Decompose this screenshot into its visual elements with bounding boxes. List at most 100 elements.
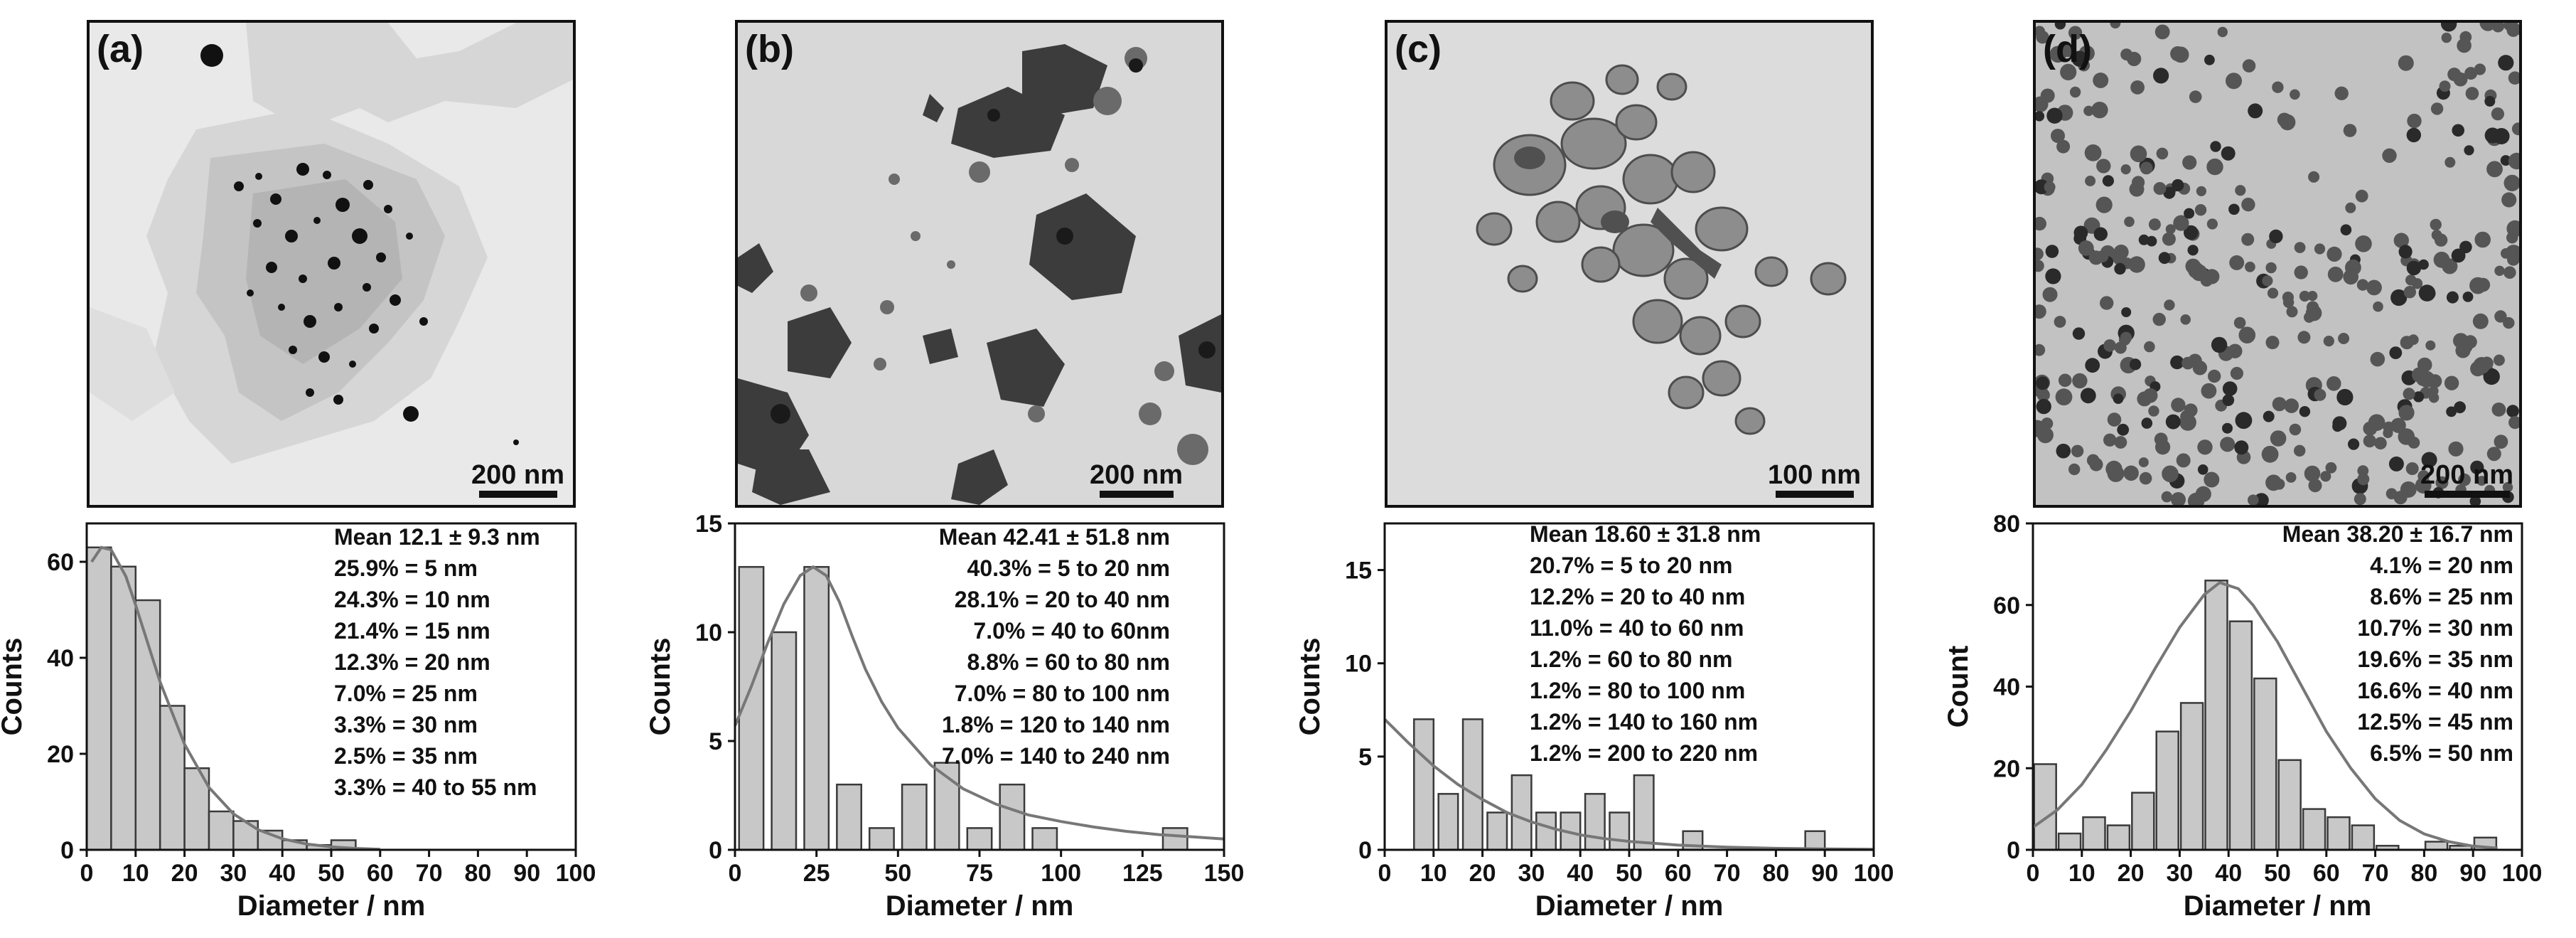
histogram-bar (2155, 730, 2179, 851)
nanoparticle (2248, 494, 2259, 505)
percentage-annotation: 7.0% = 140 to 240 nm (942, 743, 1170, 769)
histogram-bar (2082, 816, 2106, 851)
nanoparticle (2128, 256, 2145, 273)
nanoparticle (2084, 144, 2102, 161)
nanoparticle (2036, 376, 2049, 390)
nanoparticle (2197, 439, 2213, 455)
nanoparticle (2406, 260, 2422, 276)
x-tick-label: 40 (2215, 860, 2242, 887)
nanoparticle (2343, 124, 2357, 137)
percentage-annotation: 19.6% = 35 nm (2357, 646, 2513, 672)
nanoparticle (2154, 24, 2170, 40)
nanoparticle (2402, 337, 2413, 348)
percentage-annotation: 7.0% = 25 nm (334, 681, 478, 706)
nanoparticle (2051, 129, 2065, 143)
nanoparticle (2120, 164, 2131, 175)
nanoparticle (2148, 405, 2159, 417)
y-tick-label: 5 (1358, 744, 1372, 771)
nanoparticle (2483, 368, 2500, 385)
y-axis-label: Count (1943, 646, 1974, 728)
nanoparticle (2263, 410, 2275, 422)
nanoparticle (2500, 155, 2511, 166)
nanoparticle (2206, 158, 2223, 176)
tem-image-c: (c) 100 nm (1385, 20, 1874, 508)
histogram-bar (2253, 677, 2277, 851)
x-tick-label: 70 (2362, 860, 2389, 887)
mean-annotation: Mean 38.20 ± 16.7 nm (2282, 521, 2513, 547)
scale-bar-label: 100 nm (1768, 460, 1861, 490)
nanoparticle (2453, 72, 2468, 87)
scale-bar-line (1099, 491, 1174, 498)
nanoparticle (2454, 401, 2466, 414)
nanoparticle (2201, 383, 2217, 399)
fit-curve (1383, 718, 1874, 851)
nanoparticle (2508, 152, 2519, 170)
nanoparticle (2042, 287, 2058, 302)
nanoparticle (2148, 218, 2161, 231)
tem-particles-b (738, 44, 1221, 505)
histogram-bar (966, 827, 993, 851)
nanoparticle (2117, 423, 2130, 436)
nanoparticle (2267, 287, 2279, 299)
x-tick-label: 100 (1854, 860, 1894, 887)
nanoparticle (2355, 235, 2372, 252)
nanoparticle (2448, 441, 2464, 457)
nanoparticle (2091, 102, 2108, 119)
panel-label: (d) (2043, 28, 2092, 70)
nanoparticle (2176, 453, 2191, 468)
scale-bar: 200 nm (1090, 461, 1183, 498)
scale-bar-label: 200 nm (1090, 460, 1183, 490)
panel-b: (b) 200 nm 0 25 50 75 100 125 150 0 5 10 15 Diamete… (644, 0, 1288, 938)
x-axis-label: Diameter / nm (1535, 890, 1724, 922)
panel-c: (c) 100 nm 0 10 20 30 40 50 60 70 80 90 100 0 5 10 15 D… (1288, 0, 1932, 938)
x-tick-label: 10 (122, 860, 149, 887)
nanoparticle (2470, 361, 2486, 377)
nanoparticle (2171, 492, 2186, 505)
nanoparticle (2374, 437, 2387, 450)
nanoparticle (2230, 366, 2243, 380)
nanoparticle (2248, 103, 2263, 119)
histogram-bar (1161, 827, 1188, 851)
y-tick-label: 0 (60, 837, 74, 864)
nanoparticle (2491, 107, 2504, 121)
nanoparticle (2503, 316, 2515, 329)
nanoparticle (2418, 284, 2436, 302)
nanoparticle (2144, 341, 2155, 353)
nanoparticle (2056, 139, 2071, 154)
histogram-bar (1031, 827, 1058, 851)
nanoparticle (2184, 225, 2199, 240)
nanoparticle (2503, 266, 2516, 279)
y-tick-label: 60 (47, 549, 74, 576)
panel-label: (b) (745, 28, 794, 70)
nanoparticle (2388, 456, 2404, 471)
x-tick-label: 40 (269, 860, 296, 887)
nanoparticle (2261, 445, 2279, 463)
y-tick-label: 40 (1993, 674, 2020, 701)
nanoparticle (2446, 291, 2459, 304)
nanoparticle (2140, 161, 2153, 175)
nanoparticle (2158, 252, 2171, 265)
nanoparticle (2336, 388, 2354, 406)
nanoparticle (2130, 145, 2147, 163)
x-tick-label: 30 (220, 860, 247, 887)
percentage-annotation: 28.1% = 20 to 40 nm (955, 587, 1170, 612)
panel-label: (a) (97, 28, 144, 70)
x-tick-label: 100 (1041, 860, 1081, 887)
histogram-bar (1510, 774, 1533, 851)
histogram-bar (2131, 792, 2155, 851)
nanoparticle (2444, 375, 2459, 390)
nanoparticle (2036, 304, 2046, 319)
percentage-annotation: 1.2% = 80 to 100 nm (1530, 678, 1745, 703)
y-tick-label: 10 (695, 619, 722, 646)
x-tick-label: 25 (803, 860, 830, 887)
scale-bar: 200 nm (2420, 461, 2513, 498)
nanoparticle (2393, 491, 2408, 505)
percentage-annotation: 10.7% = 30 nm (2357, 615, 2513, 641)
nanoparticle (2470, 460, 2484, 474)
nanoparticle (2272, 397, 2287, 412)
nanoparticle (2393, 233, 2409, 248)
histogram-bar (2277, 759, 2302, 851)
nanoparticle (2234, 440, 2249, 455)
nanoparticle (2233, 316, 2246, 329)
nanoparticle (2469, 496, 2481, 505)
